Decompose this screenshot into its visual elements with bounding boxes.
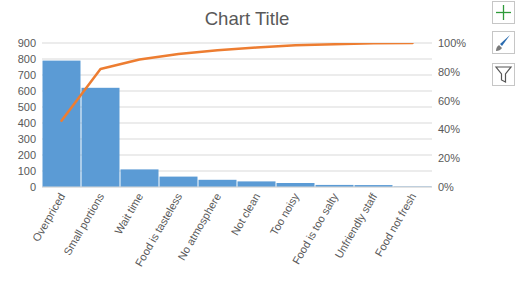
background — [0, 0, 521, 289]
grid-line — [42, 59, 432, 60]
plot-area — [43, 43, 432, 187]
y2-tick-label: 80% — [438, 66, 460, 78]
y-tick-label: 900 — [18, 37, 36, 49]
y2-tick-label: 20% — [438, 152, 460, 164]
y2-tick-label: 0% — [438, 181, 454, 193]
bar — [121, 169, 159, 187]
y2-tick-label: 40% — [438, 123, 460, 135]
y-tick-label: 600 — [18, 85, 36, 97]
x-tick-label: Overpriced — [30, 191, 67, 244]
x-tick-label: Unfriendly staff — [332, 190, 379, 260]
y2-tick-label: 60% — [438, 95, 460, 107]
bar — [238, 181, 276, 187]
y2-tick-label: 100% — [438, 37, 466, 49]
bar — [82, 88, 120, 187]
y-tick-label: 700 — [18, 69, 36, 81]
chart-styles-button[interactable] — [493, 32, 515, 54]
x-tick-label: Food not fresh — [372, 191, 418, 258]
x-tick-label: No atmosphere — [175, 191, 223, 262]
x-tick-label: Not clean — [229, 191, 263, 237]
chart: Chart Title 0 100 200 300 400 500 600 700 800 900 0… — [0, 0, 521, 289]
grid-line — [42, 75, 432, 76]
chart-elements-button[interactable] — [493, 2, 515, 24]
y-tick-label: 400 — [18, 117, 36, 129]
bar — [199, 180, 237, 187]
x-tick-label: Wait time — [112, 191, 145, 236]
y-tick-label: 100 — [18, 165, 36, 177]
chart-filters-button[interactable] — [493, 64, 515, 86]
y-tick-label: 800 — [18, 53, 36, 65]
grid-line — [42, 187, 432, 188]
y-tick-label: 300 — [18, 133, 36, 145]
y-tick-label: 0 — [30, 181, 36, 193]
x-tick-label: Too noisy — [268, 191, 302, 238]
x-tick-label: Small portions — [61, 191, 106, 258]
bar — [160, 177, 198, 187]
chart-title: Chart Title — [205, 8, 290, 29]
x-axis — [42, 187, 432, 188]
y-tick-label: 500 — [18, 101, 36, 113]
line — [62, 43, 413, 121]
bar — [277, 183, 315, 187]
y-tick-label: 200 — [18, 149, 36, 161]
bar — [43, 61, 81, 187]
